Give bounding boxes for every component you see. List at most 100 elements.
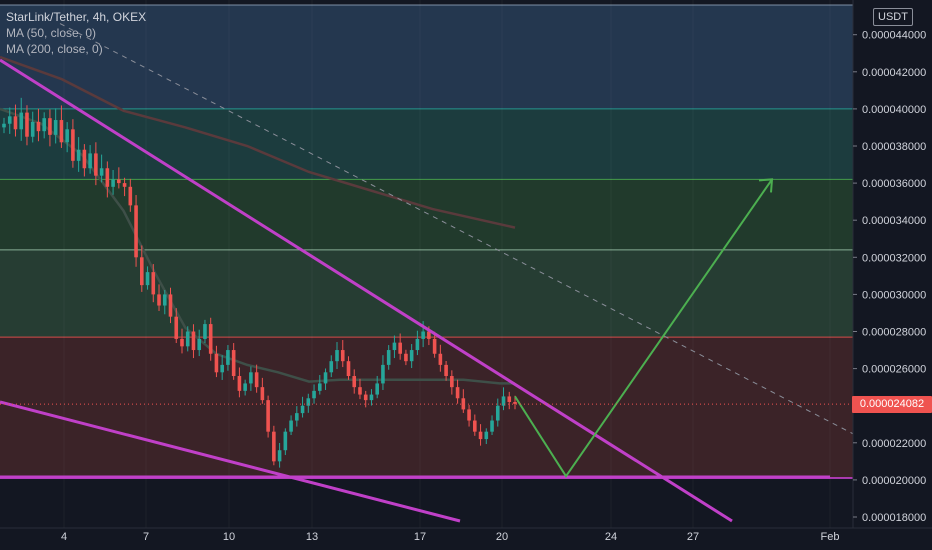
- candle-body[interactable]: [25, 112, 29, 137]
- candle-body[interactable]: [13, 116, 18, 130]
- candle-body[interactable]: [323, 372, 328, 384]
- candle-body[interactable]: [82, 149, 87, 169]
- candle-body[interactable]: [36, 121, 41, 132]
- time-axis[interactable]: 4 7 10 13 17 20 24 27 Feb: [0, 527, 932, 550]
- candle-body[interactable]: [450, 376, 454, 388]
- candle-body[interactable]: [340, 350, 345, 362]
- resistance-trendline[interactable]: [0, 58, 733, 523]
- candle-body[interactable]: [317, 383, 322, 391]
- candle-body[interactable]: [214, 353, 219, 373]
- candle-body[interactable]: [174, 316, 179, 339]
- symbol-title[interactable]: StarLink/Tether, 4h, OKEX: [6, 10, 147, 24]
- candle-body[interactable]: [358, 387, 362, 395]
- candle-body[interactable]: [283, 431, 288, 451]
- candle-body[interactable]: [260, 387, 265, 401]
- candle-body[interactable]: [501, 396, 506, 406]
- candle-body[interactable]: [19, 112, 24, 130]
- candle-body[interactable]: [352, 376, 357, 388]
- candle-body[interactable]: [300, 405, 305, 414]
- candle-body[interactable]: [117, 179, 121, 184]
- candle-body[interactable]: [289, 420, 293, 432]
- candle-body[interactable]: [386, 350, 391, 365]
- candle-body[interactable]: [185, 331, 190, 347]
- candle-body[interactable]: [122, 183, 127, 187]
- candle-body[interactable]: [507, 396, 512, 402]
- candle-body[interactable]: [53, 120, 58, 135]
- candle-body[interactable]: [513, 401, 517, 404]
- ma200-legend[interactable]: MA (200, close, 0): [6, 42, 103, 56]
- candles[interactable]: [2, 97, 517, 468]
- candle-body[interactable]: [312, 390, 316, 399]
- candle-body[interactable]: [197, 338, 202, 351]
- candle-body[interactable]: [208, 324, 213, 354]
- candle-body[interactable]: [231, 350, 236, 377]
- candle-body[interactable]: [145, 272, 150, 286]
- candle-body[interactable]: [191, 331, 196, 351]
- candle-body[interactable]: [427, 331, 431, 339]
- candle-body[interactable]: [295, 413, 299, 421]
- candle-body[interactable]: [415, 338, 420, 351]
- candle-body[interactable]: [473, 420, 477, 432]
- candle-body[interactable]: [2, 123, 6, 128]
- drawings[interactable]: [0, 23, 854, 523]
- candle-body[interactable]: [99, 168, 104, 176]
- candle-body[interactable]: [404, 353, 408, 362]
- candle-body[interactable]: [151, 272, 156, 295]
- candle-body[interactable]: [59, 120, 64, 143]
- candle-body[interactable]: [48, 118, 52, 135]
- candle-body[interactable]: [134, 205, 138, 258]
- ma50-legend[interactable]: MA (50, close, 0): [6, 26, 97, 40]
- candle-body[interactable]: [329, 361, 334, 373]
- candle-body[interactable]: [7, 116, 12, 124]
- candle-body[interactable]: [381, 364, 385, 384]
- candle-body[interactable]: [42, 118, 46, 132]
- candle-body[interactable]: [226, 350, 230, 365]
- candle-body[interactable]: [249, 372, 253, 384]
- candle-body[interactable]: [444, 364, 448, 377]
- projection-path[interactable]: [514, 178, 773, 479]
- candle-body[interactable]: [421, 331, 425, 339]
- candle-body[interactable]: [76, 149, 81, 161]
- candle-body[interactable]: [375, 383, 380, 395]
- candle-body[interactable]: [369, 394, 374, 401]
- candle-body[interactable]: [220, 364, 224, 373]
- candle-body[interactable]: [346, 361, 351, 377]
- candle-body[interactable]: [128, 186, 133, 206]
- candle-body[interactable]: [30, 121, 35, 137]
- candle-body[interactable]: [398, 342, 402, 354]
- candle-body[interactable]: [335, 350, 339, 362]
- candle-body[interactable]: [157, 294, 161, 306]
- candle-body[interactable]: [467, 409, 471, 421]
- support-trendline[interactable]: [0, 400, 461, 523]
- candle-body[interactable]: [139, 257, 144, 286]
- candle-body[interactable]: [71, 129, 75, 161]
- candle-body[interactable]: [495, 405, 500, 421]
- candle-body[interactable]: [203, 324, 207, 339]
- candle-body[interactable]: [237, 376, 242, 391]
- candle-body[interactable]: [484, 431, 489, 440]
- candle-body[interactable]: [180, 338, 184, 347]
- candle-body[interactable]: [277, 450, 282, 462]
- candle-body[interactable]: [363, 394, 368, 401]
- candle-body[interactable]: [168, 294, 173, 317]
- candle-body[interactable]: [455, 387, 460, 399]
- candle-body[interactable]: [432, 338, 437, 354]
- candle-body[interactable]: [65, 129, 69, 143]
- candle-body[interactable]: [478, 431, 483, 440]
- candle-body[interactable]: [272, 431, 276, 462]
- candle-body[interactable]: [438, 353, 443, 365]
- candle-body[interactable]: [392, 342, 397, 351]
- candle-body[interactable]: [461, 398, 466, 410]
- candle-body[interactable]: [409, 350, 414, 362]
- dashed-trendline[interactable]: [59, 23, 854, 435]
- candle-body[interactable]: [243, 383, 247, 391]
- candle-body[interactable]: [254, 372, 259, 388]
- candle-body[interactable]: [162, 294, 167, 306]
- currency-label[interactable]: USDT: [873, 8, 913, 26]
- candle-body[interactable]: [88, 153, 92, 169]
- candle-body[interactable]: [490, 420, 494, 432]
- candle-body[interactable]: [306, 398, 311, 406]
- candle-body[interactable]: [105, 168, 110, 187]
- candle-body[interactable]: [266, 400, 270, 432]
